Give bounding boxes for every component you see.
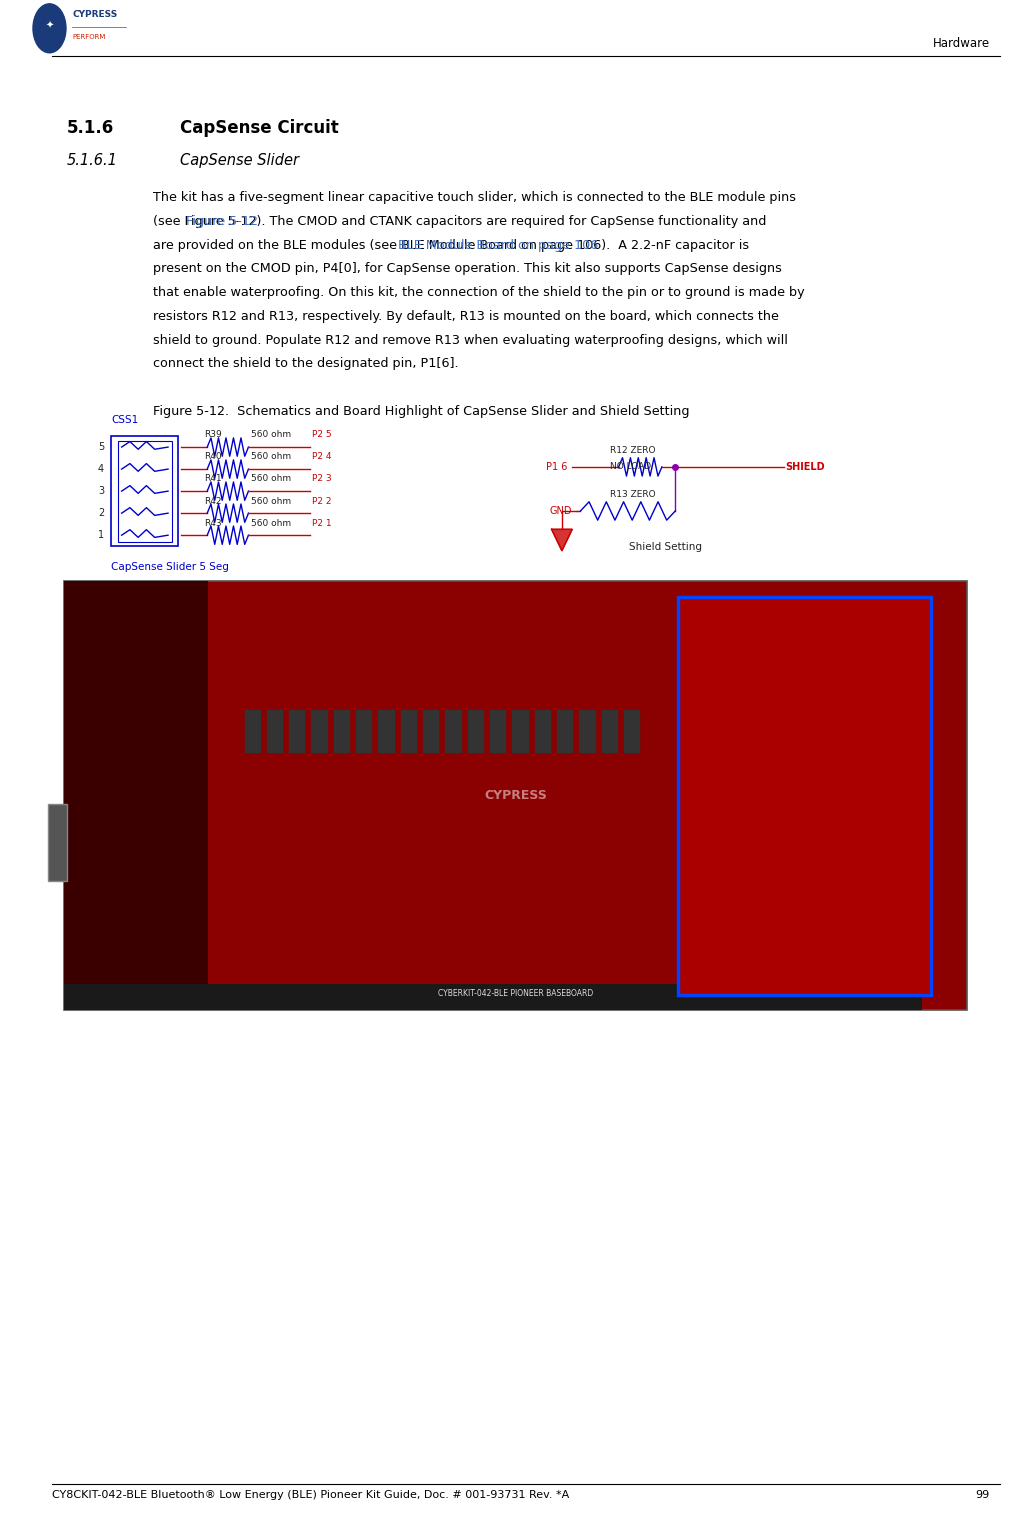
Text: 5: 5 <box>98 442 104 451</box>
Bar <box>601 710 618 753</box>
Text: 560 ohm: 560 ohm <box>251 497 291 505</box>
Bar <box>423 710 439 753</box>
Text: GND: GND <box>550 506 572 516</box>
Bar <box>512 710 529 753</box>
Text: present on the CMOD pin, P4[0], for CapSense operation. This kit also supports C: present on the CMOD pin, P4[0], for CapS… <box>153 263 781 275</box>
Text: P2 2: P2 2 <box>312 497 332 505</box>
Text: CY8CKIT-042-BLE Bluetooth® Low Energy (BLE) Pioneer Kit Guide, Doc. # 001-93731 : CY8CKIT-042-BLE Bluetooth® Low Energy (B… <box>52 1490 569 1501</box>
Bar <box>490 710 506 753</box>
Bar <box>267 710 284 753</box>
Text: 560 ohm: 560 ohm <box>251 430 291 439</box>
Text: P2 1: P2 1 <box>312 519 332 528</box>
Text: (see Figure 5-12). The CMOD and CTANK capacitors are required for CapSense funct: (see Figure 5-12). The CMOD and CTANK ca… <box>153 214 766 228</box>
Text: that enable waterproofing. On this kit, the connection of the shield to the pin : that enable waterproofing. On this kit, … <box>153 286 804 298</box>
Bar <box>289 710 305 753</box>
Bar <box>48 805 67 881</box>
Text: shield to ground. Populate R12 and remove R13 when evaluating waterproofing desi: shield to ground. Populate R12 and remov… <box>153 334 788 346</box>
Text: CYPRESS: CYPRESS <box>485 789 546 802</box>
Bar <box>64 984 922 1010</box>
Text: resistors R12 and R13, respectively. By default, R13 is mounted on the board, wh: resistors R12 and R13, respectively. By … <box>153 311 778 323</box>
Polygon shape <box>552 529 572 551</box>
Text: P1 6: P1 6 <box>545 462 567 471</box>
Text: 5.1.6: 5.1.6 <box>67 119 114 138</box>
Bar <box>62 424 969 558</box>
Text: are provided on the BLE modules (see BLE Module Board on page 106).  A 2.2-nF ca: are provided on the BLE modules (see BLE… <box>153 239 749 251</box>
Text: 560 ohm: 560 ohm <box>251 474 291 483</box>
Bar <box>557 710 573 753</box>
Bar <box>468 710 484 753</box>
Text: R13 ZERO: R13 ZERO <box>610 490 656 499</box>
Bar <box>356 710 372 753</box>
Text: Figure 5-12.  Schematics and Board Highlight of CapSense Slider and Shield Setti: Figure 5-12. Schematics and Board Highli… <box>153 405 689 418</box>
Text: CSS1: CSS1 <box>111 415 138 425</box>
Text: NO LOAD: NO LOAD <box>610 462 652 471</box>
Text: R40: R40 <box>204 453 222 462</box>
Text: 99: 99 <box>975 1490 990 1501</box>
Text: Figure 5-12: Figure 5-12 <box>186 214 258 228</box>
Text: CapSense Slider: CapSense Slider <box>180 153 299 168</box>
Text: 5.1.6.1: 5.1.6.1 <box>67 153 118 168</box>
Bar <box>579 710 596 753</box>
Text: P2 4: P2 4 <box>312 453 332 462</box>
Text: SHIELD: SHIELD <box>786 462 825 471</box>
Bar <box>64 581 967 1010</box>
Text: ✦: ✦ <box>45 20 54 31</box>
Bar <box>401 710 417 753</box>
Text: P2 3: P2 3 <box>312 474 332 483</box>
Text: Hardware: Hardware <box>933 37 990 49</box>
Text: 2: 2 <box>98 508 104 519</box>
Circle shape <box>33 3 66 52</box>
Bar <box>244 710 261 753</box>
Bar <box>624 710 640 753</box>
Text: CapSense Slider 5 Seg: CapSense Slider 5 Seg <box>111 562 229 572</box>
Text: 4: 4 <box>98 464 104 474</box>
Bar <box>111 436 178 546</box>
Text: R42: R42 <box>204 497 222 505</box>
Text: CapSense Circuit: CapSense Circuit <box>180 119 339 138</box>
Bar <box>311 710 328 753</box>
Text: R41: R41 <box>204 474 222 483</box>
Text: P2 5: P2 5 <box>312 430 332 439</box>
Text: The kit has a five-segment linear capacitive touch slider, which is connected to: The kit has a five-segment linear capaci… <box>153 191 796 203</box>
Text: 560 ohm: 560 ohm <box>251 519 291 528</box>
Text: R39: R39 <box>204 430 222 439</box>
Text: 560 ohm: 560 ohm <box>251 453 291 462</box>
Text: 1: 1 <box>98 531 104 540</box>
Text: BLE Module Board on page 106: BLE Module Board on page 106 <box>398 239 599 251</box>
Text: CYPRESS: CYPRESS <box>72 11 118 18</box>
Bar <box>64 581 208 1010</box>
Bar <box>445 710 462 753</box>
Bar <box>334 710 351 753</box>
Text: connect the shield to the designated pin, P1[6].: connect the shield to the designated pin… <box>153 358 458 370</box>
Text: R43: R43 <box>204 519 222 528</box>
Bar <box>378 710 395 753</box>
Text: PERFORM: PERFORM <box>72 35 105 40</box>
Bar <box>118 441 172 542</box>
Bar <box>535 710 551 753</box>
Text: Shield Setting: Shield Setting <box>629 542 702 552</box>
Text: 3: 3 <box>98 487 104 496</box>
Text: CYBERKIT-042-BLE PIONEER BASEBOARD: CYBERKIT-042-BLE PIONEER BASEBOARD <box>438 988 593 998</box>
Text: R12 ZERO: R12 ZERO <box>610 445 656 454</box>
Bar <box>678 597 931 994</box>
